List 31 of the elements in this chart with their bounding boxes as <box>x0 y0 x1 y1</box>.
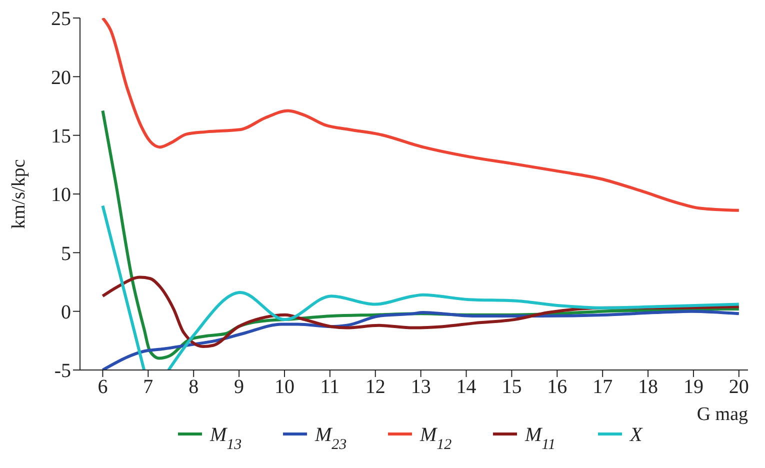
x-tick-label: 12 <box>365 376 386 398</box>
legend-label: M$_{11}$ <box>524 424 556 453</box>
x-tick-label: 10 <box>274 376 294 398</box>
y-tick-label: 20 <box>51 66 71 89</box>
x-tick-label: 17 <box>592 376 613 398</box>
x-tick-label: 8 <box>188 376 199 398</box>
x-tick-label: 14 <box>456 376 476 398</box>
legend-label: M$_{23}$ <box>314 424 347 453</box>
x-tick-label: 16 <box>547 376 568 398</box>
y-tick-label: 10 <box>51 184 71 206</box>
x-tick-label: 9 <box>234 376 244 398</box>
x-tick-label: 11 <box>320 376 340 398</box>
x-tick-label: 19 <box>683 376 704 398</box>
y-axis-title: km/s/kpc <box>8 159 30 229</box>
legend-label: X <box>629 424 643 446</box>
x-tick-label: 20 <box>728 376 749 398</box>
legend-label: M$_{13}$ <box>209 424 242 453</box>
x-axis-title: G mag <box>696 404 748 425</box>
line-series <box>101 310 740 370</box>
x-tick-label: 6 <box>98 376 108 398</box>
x-tick-label: 18 <box>638 376 658 398</box>
y-tick-label: -5 <box>54 360 71 382</box>
y-tick-label: 5 <box>61 242 71 265</box>
x-tick-label: 15 <box>502 376 522 398</box>
x-tick-label: 7 <box>143 376 154 398</box>
line-series <box>101 18 740 212</box>
y-tick-label: 25 <box>51 8 71 30</box>
y-tick-label: 15 <box>51 125 71 148</box>
x-tick-label: 13 <box>410 376 431 398</box>
y-tick-label: 0 <box>61 301 71 324</box>
legend-label: M$_{12}$ <box>419 424 452 453</box>
